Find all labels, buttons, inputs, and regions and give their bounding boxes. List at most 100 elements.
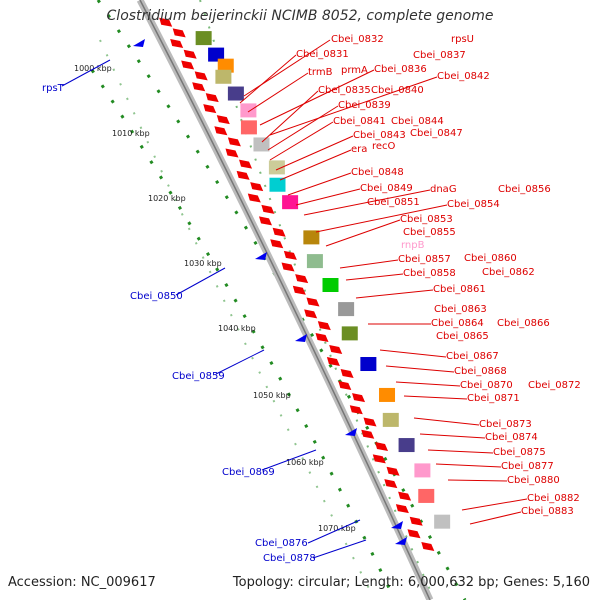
- gene-label: trmB: [308, 67, 333, 78]
- leader-line: [447, 479, 508, 482]
- gene-label: Cbei_0844: [391, 116, 444, 127]
- leader-line: [461, 498, 528, 511]
- gene-arrow: [363, 417, 377, 427]
- gene-label: Cbei_0868: [454, 366, 507, 377]
- reverse-gene-labels: rpsT Cbei_0850 Cbei_0859 Cbei_0869 Cbei_…: [42, 83, 316, 564]
- leader-line: [61, 59, 111, 87]
- gene-label: Cbei_0875: [493, 447, 546, 458]
- leader-line: [287, 172, 352, 196]
- gene-arrow: [225, 148, 239, 158]
- leader-line: [325, 219, 401, 247]
- kbp-label: 1060 kbp: [286, 458, 324, 467]
- gene-arrow: [214, 126, 228, 136]
- cog-box: [306, 254, 323, 269]
- forward-gene-arrows: [159, 17, 435, 551]
- gene-label: Cbei_0839: [338, 100, 391, 111]
- gene-arrow: [283, 250, 297, 260]
- gene-label: Cbei_0870: [460, 380, 513, 391]
- leader-line: [247, 72, 309, 113]
- gene-label: Cbei_0878: [263, 553, 316, 564]
- gene-arrow: [338, 381, 352, 391]
- gene-label: rpsT: [42, 83, 65, 94]
- gene-arrow: [375, 442, 389, 452]
- gene-arrow: [384, 479, 398, 489]
- gene-label: Cbei_0865: [436, 331, 489, 342]
- gene-arrow: [329, 344, 343, 354]
- gene-label: dnaG: [430, 184, 457, 195]
- cog-box: [282, 195, 299, 210]
- gene-label: Cbei_0866: [497, 318, 550, 329]
- gene-arrow: [317, 321, 331, 331]
- cog-box: [227, 86, 244, 101]
- genome-backbone-line: [139, 0, 431, 600]
- forward-gene-labels: Cbei_0832 Cbei_0831 rpsU Cbei_0837 trmB …: [296, 34, 581, 517]
- cog-box: [414, 463, 431, 478]
- gene-arrow: [407, 529, 421, 539]
- kbp-label: 1000 kbp: [74, 64, 112, 73]
- gene-label: Cbei_0857: [398, 254, 451, 265]
- gene-label: Cbei_0841: [333, 116, 386, 127]
- gene-label: Cbei_0864: [431, 318, 484, 329]
- gene-arrow: [261, 204, 275, 214]
- genome-title: Clostridium beijerinckii NCIMB 8052, com…: [106, 8, 494, 24]
- leader-line: [295, 188, 361, 206]
- leader-line: [339, 259, 399, 269]
- leader-line: [312, 539, 367, 559]
- kbp-label: 1040 kbp: [218, 324, 256, 333]
- gene-label: Cbei_0842: [437, 71, 490, 82]
- gene-arrow: [216, 115, 230, 125]
- gene-label: Cbei_0835: [318, 85, 371, 96]
- gene-label: Cbei_0867: [446, 351, 499, 362]
- kbp-label: 1070 kbp: [318, 524, 356, 533]
- gene-label: Cbei_0871: [467, 393, 520, 404]
- gene-arrow: [315, 333, 329, 343]
- genome-summary-text: Topology: circular; Length: 6,000,632 bp…: [232, 575, 590, 590]
- gene-arrow: [292, 285, 306, 295]
- cog-box: [382, 412, 399, 427]
- leader-line: [267, 105, 339, 151]
- gene-label: Cbei_0872: [528, 380, 581, 391]
- gene-arrow: [159, 17, 173, 27]
- kbp-tick-labels: 1000 kbp 1010 kbp 1020 kbp 1030 kbp 1040…: [74, 64, 356, 533]
- reverse-gene-arrows: [133, 39, 407, 545]
- cog-box: [434, 514, 451, 529]
- gene-label: Cbei_0883: [521, 506, 574, 517]
- cog-box: [418, 488, 435, 503]
- gene-arrow: [205, 93, 219, 103]
- gene-label: recO: [372, 141, 396, 152]
- reverse-arrow: [345, 428, 357, 436]
- leader-line: [307, 519, 361, 544]
- cog-box: [217, 58, 234, 73]
- gene-arrow: [172, 28, 186, 38]
- gene-label: Cbei_0858: [403, 268, 456, 279]
- gene-arrow: [181, 60, 195, 70]
- cog-box: [208, 47, 225, 62]
- leader-line: [469, 511, 522, 525]
- leader-line: [303, 189, 431, 216]
- leader-line: [269, 121, 334, 161]
- gene-arrow: [349, 405, 363, 415]
- leader-line: [345, 273, 404, 281]
- reverse-arrow: [295, 334, 307, 342]
- gene-label: Cbei_0837: [413, 50, 466, 61]
- gene-label: Cbei_0847: [410, 128, 463, 139]
- gene-arrow: [272, 227, 286, 237]
- leader-line: [395, 381, 461, 387]
- leader-line: [239, 54, 297, 104]
- gene-arrow: [326, 356, 340, 366]
- kbp-label: 1010 kbp: [112, 129, 150, 138]
- accession-text: Accession: NC_009617: [8, 575, 156, 590]
- gene-arrow: [395, 504, 409, 514]
- gene-label: Cbei_0880: [507, 475, 560, 486]
- leader-line: [379, 349, 447, 358]
- gene-label: rpsU: [451, 34, 474, 45]
- gene-arrow: [239, 159, 253, 169]
- leader-line: [261, 90, 319, 143]
- leader-line: [275, 135, 354, 171]
- leader-line: [259, 69, 375, 126]
- gene-label: Cbei_0831: [296, 49, 349, 60]
- gene-arrow: [236, 170, 250, 180]
- gene-label: Cbei_0832: [331, 34, 384, 45]
- gene-arrow: [306, 297, 320, 307]
